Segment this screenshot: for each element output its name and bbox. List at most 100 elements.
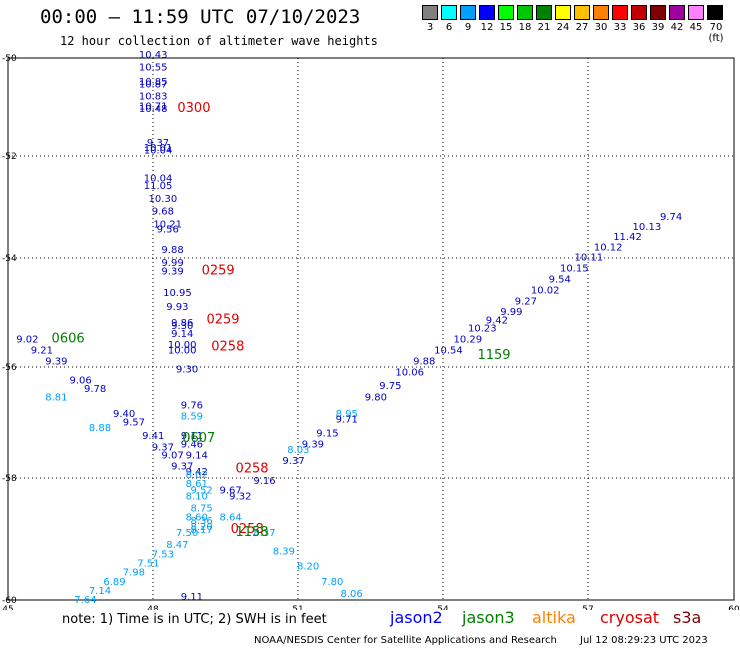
wave-height-value: 7.53	[152, 549, 174, 560]
wave-height-value: 9.06	[69, 376, 91, 387]
wave-height-value: 9.67	[220, 485, 242, 496]
wave-height-value: 9.42	[186, 467, 208, 478]
wave-height-value: 8.03	[287, 445, 309, 456]
generated-timestamp: Jul 12 08:29:23 UTC 2023	[580, 635, 708, 646]
wave-height-value: 9.39	[161, 266, 183, 277]
wave-height-value: 9.46	[181, 439, 203, 450]
wave-height-value: 9.74	[660, 212, 682, 223]
wave-height-value: 8.88	[89, 423, 111, 434]
colorbar-label: 36	[632, 22, 646, 33]
pass-time-label: 0258	[231, 522, 264, 537]
colorbar-label: 6	[445, 22, 453, 33]
satellite-legend-jason3: jason3	[462, 608, 515, 627]
wave-height-value: 9.71	[336, 415, 358, 426]
wave-height-value: 10.43	[139, 50, 168, 61]
colorbar-label: 18	[518, 22, 532, 33]
pass-time-label: 0606	[52, 331, 85, 346]
colorbar-swatch	[593, 5, 609, 20]
wave-height-value: 8.39	[273, 546, 295, 557]
wave-height-value: 9.11	[181, 431, 203, 442]
wave-height-value: 10.12	[594, 242, 623, 253]
wave-height-value: 9.88	[413, 356, 435, 367]
wave-height-value: 8.64	[220, 513, 242, 524]
lon-tick-label: 60	[728, 605, 740, 610]
wave-height-value: 7.14	[89, 586, 111, 597]
wave-height-value: 6.89	[103, 577, 125, 588]
wave-height-value: 9.40	[113, 409, 135, 420]
colorbar-swatch	[460, 5, 476, 20]
colorbar-swatch	[612, 5, 628, 20]
wave-height-value: 9.56	[157, 225, 179, 236]
wave-height-value: 9.99	[500, 307, 522, 318]
lat-tick-label: -54	[2, 254, 17, 264]
altimeter-map: 45 48 51 54 57 60-50-52-54-56-58-60 10.4310.5…	[2, 50, 740, 610]
wave-height-value: 9.16	[253, 476, 275, 487]
lon-tick-label: 45	[2, 605, 13, 610]
wave-height-value: 10.83	[139, 92, 168, 103]
colorbar-swatch	[688, 5, 704, 20]
colorbar-swatch	[441, 5, 457, 20]
lat-tick-label: -56	[2, 363, 17, 373]
colorbar-swatch	[422, 5, 438, 20]
footer-note: note: 1) Time is in UTC; 2) SWH is in fe…	[62, 612, 327, 627]
wave-height-value: 9.80	[365, 392, 387, 403]
wave-height-value: 10.06	[395, 367, 424, 378]
wave-height-value: 9.11	[181, 592, 203, 603]
pass-time-label: 1158	[235, 525, 268, 540]
wave-height-value: 8.61	[186, 479, 208, 490]
wave-height-value: 10.02	[531, 285, 560, 296]
wave-height-value: 8.36	[190, 516, 212, 527]
colorbar-swatch	[631, 5, 647, 20]
wave-height-value: 7.64	[74, 595, 96, 606]
wave-height-value: 9.37	[147, 138, 169, 149]
wave-height-value: 8.59	[181, 412, 203, 423]
satellite-legend-s3a: s3a	[673, 608, 702, 627]
wave-height-value: 8.47	[166, 540, 188, 551]
colorbar-label: 3	[426, 22, 434, 33]
wave-height-value: 9.76	[181, 401, 203, 412]
wave-height-value: 7.51	[137, 558, 159, 569]
wave-height-value: 9.07	[161, 451, 183, 462]
wave-height-value: 9.30	[176, 365, 198, 376]
wave-height-value: 10.00	[168, 345, 197, 356]
colorbar-swatch	[707, 5, 723, 20]
wave-height-value: 9.37	[282, 456, 304, 467]
wave-height-value: 8.75	[190, 504, 212, 515]
wave-height-value: 8.06	[341, 589, 363, 600]
lat-tick-label: -58	[2, 474, 17, 484]
wave-height-value: 9.39	[302, 439, 324, 450]
wave-height-value: 10.04	[144, 146, 173, 157]
credit-line: NOAA/NESDIS Center for Satellite Applica…	[254, 635, 557, 646]
satellite-legend-cryosat: cryosat	[600, 608, 660, 627]
wave-height-value: 10.87	[139, 79, 168, 90]
wave-height-value: 8.10	[186, 491, 208, 502]
wave-height-value: 7.50	[176, 528, 198, 539]
pass-time-label: 1159	[477, 348, 510, 363]
wave-height-value: 8.60	[186, 513, 208, 524]
wave-height-value: 10.00	[168, 340, 197, 351]
colorbar-label: 24	[556, 22, 570, 33]
lat-tick-label: -50	[2, 54, 17, 64]
wave-height-value: 9.75	[379, 381, 401, 392]
lon-tick-label: 57	[582, 605, 593, 610]
pass-time-label: 0258	[211, 340, 244, 355]
colorbar-swatch	[479, 5, 495, 20]
colorbar-swatch	[555, 5, 571, 20]
wave-height-value: 10.95	[163, 288, 192, 299]
wave-height-value: 10.85	[139, 77, 168, 88]
map-grid	[7, 57, 735, 601]
wave-height-value: 9.42	[486, 315, 508, 326]
wave-height-value: 9.99	[161, 258, 183, 269]
wave-height-value: 10.01	[144, 143, 173, 154]
wave-height-value: 7.80	[321, 577, 343, 588]
satellite-tracks: 10.4310.5510.8710.8510.8310.7110.489.371…	[16, 50, 682, 606]
wave-height-value: 9.37	[171, 462, 193, 473]
colorbar-label: 39	[651, 22, 665, 33]
pass-time-label: 0259	[202, 263, 235, 278]
colorbar-label: 30	[594, 22, 608, 33]
map-frame	[7, 57, 735, 601]
colorbar-swatch	[536, 5, 552, 20]
wave-height-value: 9.14	[171, 329, 193, 340]
wave-height-value: 9.32	[229, 491, 251, 502]
colorbar-swatch	[669, 5, 685, 20]
